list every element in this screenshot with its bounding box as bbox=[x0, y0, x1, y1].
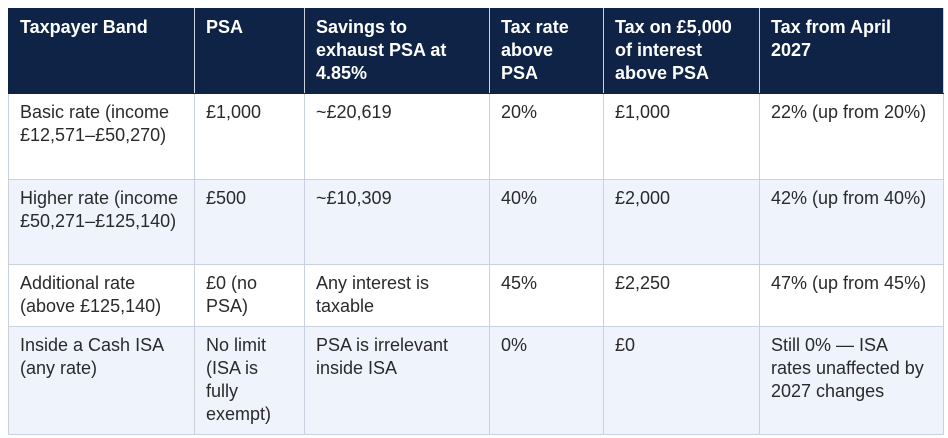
table-cell: Additional rate (above £125,140) bbox=[8, 264, 195, 327]
header-cell: Tax from April 2027 bbox=[759, 8, 944, 94]
header-cell: Savings to exhaust PSA at 4.85% bbox=[304, 8, 490, 94]
table-cell: 20% bbox=[489, 93, 604, 180]
table-cell: No limit (ISA is fully exempt) bbox=[194, 326, 305, 435]
header-cell: Tax on £5,000 of interest above PSA bbox=[603, 8, 760, 94]
header-cell: Tax rate above PSA bbox=[489, 8, 604, 94]
header-cell: PSA bbox=[194, 8, 305, 94]
table-cell: 22% (up from 20%) bbox=[759, 93, 944, 180]
table-cell: £1,000 bbox=[194, 93, 305, 180]
header-row: Taxpayer Band PSA Savings to exhaust PSA a… bbox=[8, 8, 944, 94]
table-cell: ~£20,619 bbox=[304, 93, 490, 180]
table-cell: Higher rate (income £50,271–£125,140) bbox=[8, 179, 195, 265]
table-body: Basic rate (income £12,571–£50,270) £1,00… bbox=[8, 93, 944, 435]
table-cell: Still 0% — ISA rates unaffected by 2027 … bbox=[759, 326, 944, 435]
table-row: Inside a Cash ISA (any rate) No limit (IS… bbox=[8, 326, 944, 435]
table-row: Additional rate (above £125,140) £0 (no P… bbox=[8, 264, 944, 327]
table-cell: ~£10,309 bbox=[304, 179, 490, 265]
table-cell: 0% bbox=[489, 326, 604, 435]
table-row: Higher rate (income £50,271–£125,140) £50… bbox=[8, 179, 944, 265]
table-cell: £0 bbox=[603, 326, 760, 435]
table-cell: Basic rate (income £12,571–£50,270) bbox=[8, 93, 195, 180]
table-cell: PSA is irrelevant inside ISA bbox=[304, 326, 490, 435]
table-row: Basic rate (income £12,571–£50,270) £1,00… bbox=[8, 93, 944, 180]
table-cell: 42% (up from 40%) bbox=[759, 179, 944, 265]
table-cell: £500 bbox=[194, 179, 305, 265]
table-cell: 45% bbox=[489, 264, 604, 327]
tax-table: Taxpayer Band PSA Savings to exhaust PSA a… bbox=[8, 8, 944, 435]
table-cell: Any interest is taxable bbox=[304, 264, 490, 327]
table-cell: £2,250 bbox=[603, 264, 760, 327]
table-cell: 47% (up from 45%) bbox=[759, 264, 944, 327]
table-cell: £1,000 bbox=[603, 93, 760, 180]
table-cell: £2,000 bbox=[603, 179, 760, 265]
table-cell: Inside a Cash ISA (any rate) bbox=[8, 326, 195, 435]
table-cell: £0 (no PSA) bbox=[194, 264, 305, 327]
header-cell: Taxpayer Band bbox=[8, 8, 195, 94]
table-cell: 40% bbox=[489, 179, 604, 265]
